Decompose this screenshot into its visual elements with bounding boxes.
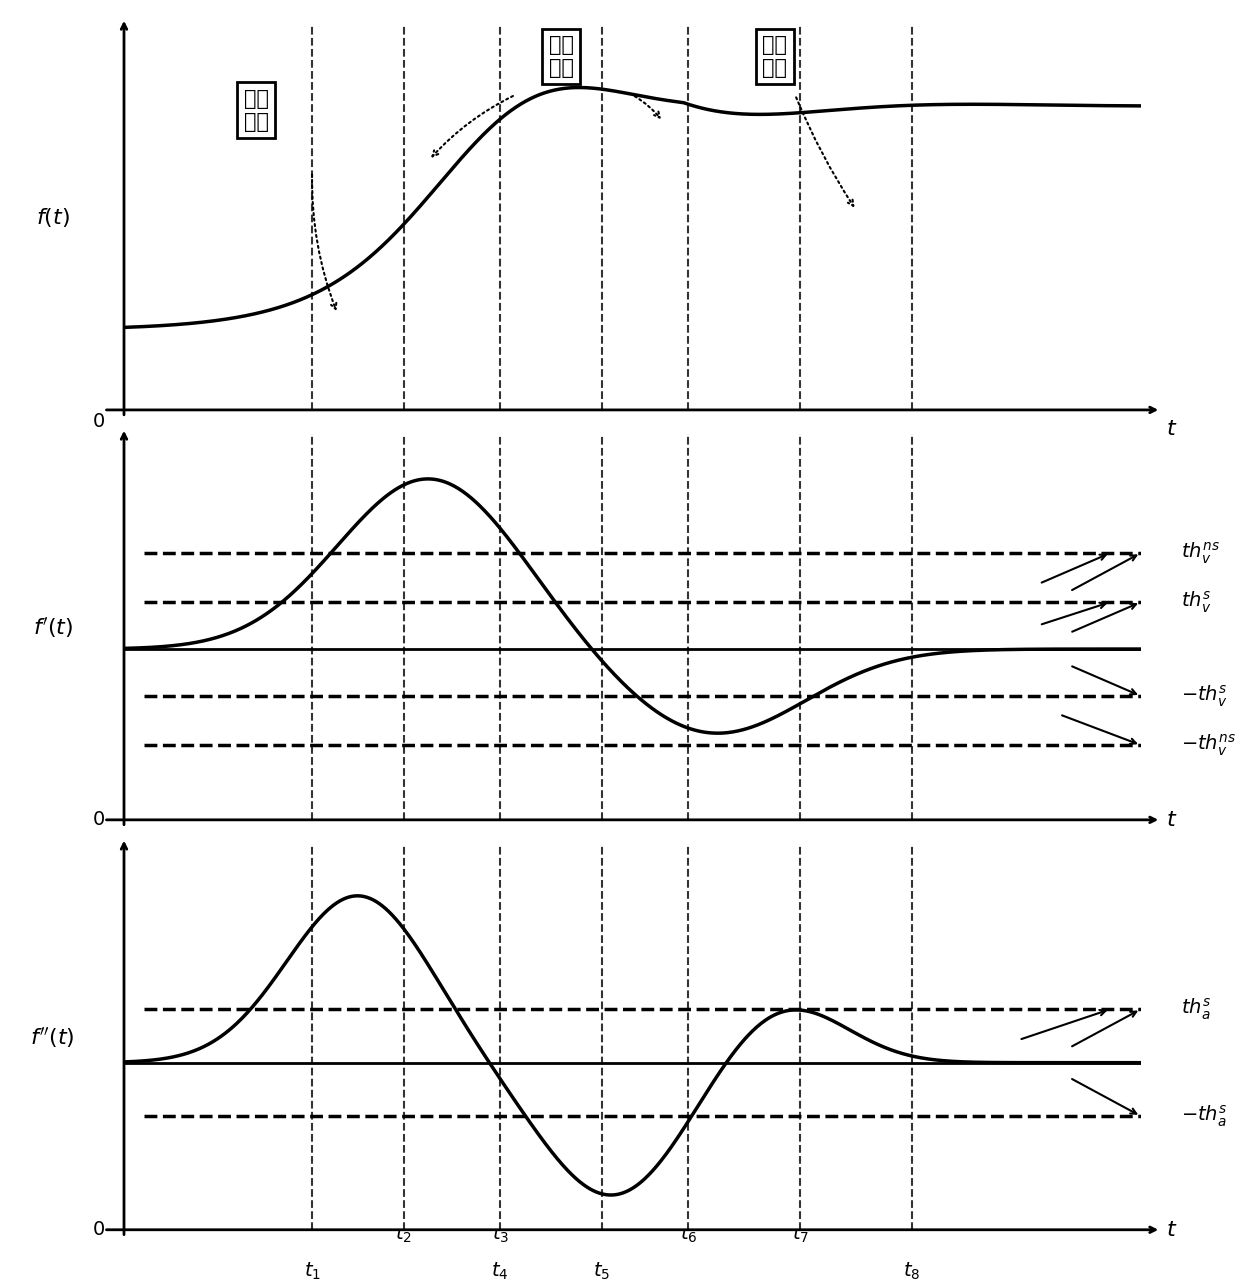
Text: $t_2$: $t_2$ (396, 1223, 412, 1245)
Text: $t_6$: $t_6$ (680, 1223, 697, 1245)
Text: $-th_v^{ns}$: $-th_v^{ns}$ (1182, 733, 1236, 758)
Text: $t_8$: $t_8$ (904, 1261, 920, 1281)
Text: $-th_a^{s}$: $-th_a^{s}$ (1182, 1103, 1228, 1129)
Text: $th_v^{ns}$: $th_v^{ns}$ (1182, 541, 1220, 566)
Text: $t_4$: $t_4$ (491, 1261, 508, 1281)
Text: $f''(t)$: $f''(t)$ (31, 1025, 76, 1050)
Text: $f'(t)$: $f'(t)$ (32, 615, 73, 640)
Text: $t$: $t$ (1166, 1220, 1177, 1240)
Text: $th_a^{s}$: $th_a^{s}$ (1182, 997, 1211, 1022)
Text: $th_v^{s}$: $th_v^{s}$ (1182, 589, 1211, 615)
Text: $f(t)$: $f(t)$ (36, 206, 69, 229)
Text: 0: 0 (93, 1221, 104, 1239)
Text: $t$: $t$ (1166, 419, 1177, 439)
Text: 变化
迅速: 变化 迅速 (549, 35, 574, 78)
Text: $t_7$: $t_7$ (791, 1223, 808, 1245)
Text: 变化
缓慢: 变化 缓慢 (244, 88, 269, 132)
Text: 变化
缓慢: 变化 缓慢 (763, 35, 787, 78)
Text: $-th_v^{s}$: $-th_v^{s}$ (1182, 683, 1228, 708)
Text: $t_5$: $t_5$ (593, 1261, 610, 1281)
Text: $t$: $t$ (1166, 810, 1177, 830)
Text: $t_3$: $t_3$ (491, 1223, 508, 1245)
Text: 0: 0 (93, 412, 104, 430)
Text: $t_1$: $t_1$ (304, 1261, 321, 1281)
Text: 0: 0 (93, 811, 104, 829)
